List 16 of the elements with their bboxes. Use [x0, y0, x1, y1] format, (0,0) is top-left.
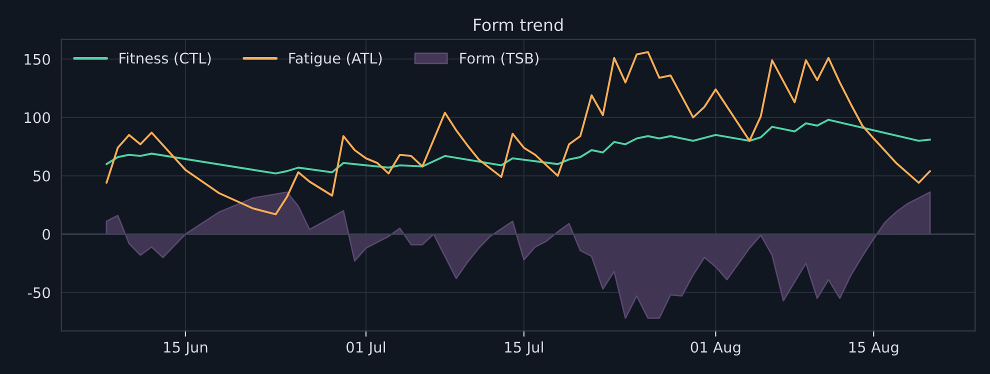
legend-label: Fitness (CTL): [120, 52, 211, 66]
x-tick-label: 15 Aug: [849, 342, 898, 356]
y-tick-label: 0: [42, 228, 50, 240]
x-tick-label: 15 Jun: [164, 342, 208, 356]
line-series: [106, 51, 931, 216]
y-tick-label: 150: [24, 54, 50, 65]
chart-title: Form trend: [474, 18, 563, 32]
legend-label: Fatigue (ATL): [289, 52, 382, 67]
x-tick-label: 01 Aug: [690, 342, 740, 356]
y-tick-label: 100: [24, 112, 50, 124]
x-tick-label: 01 Jul: [346, 341, 385, 356]
x-tick-label: 15 Jul: [505, 341, 543, 356]
line-series: [106, 118, 931, 174]
legend-label: Form (TSB): [460, 52, 538, 66]
y-tick-label: -50: [28, 287, 50, 298]
y-tick-label: 50: [34, 170, 50, 182]
